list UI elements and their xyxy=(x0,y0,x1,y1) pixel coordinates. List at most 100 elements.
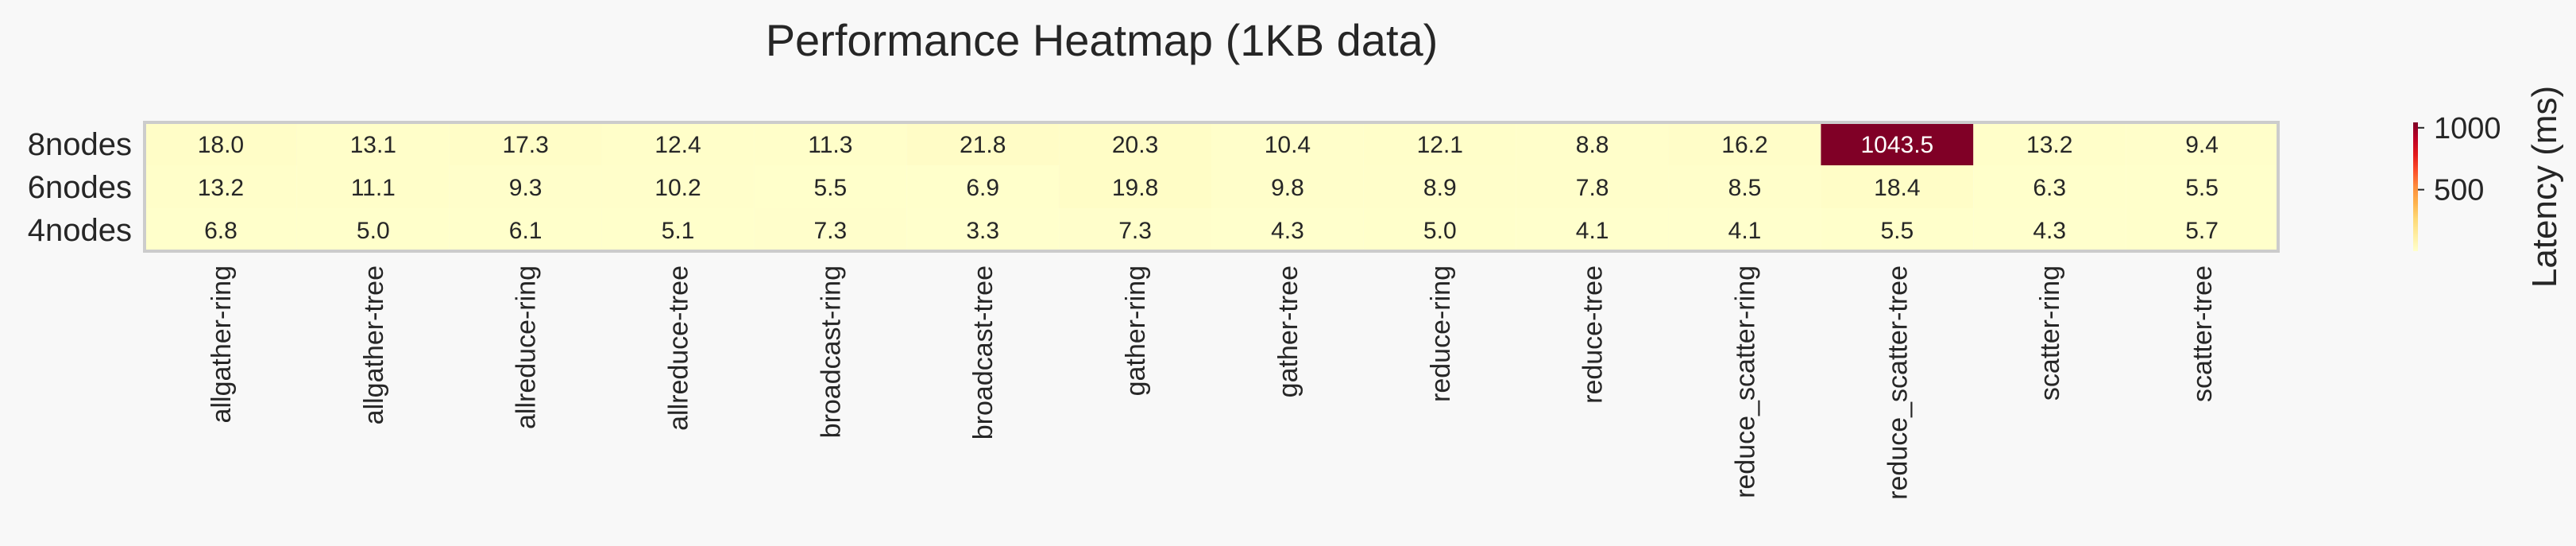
row-label: 6nodes xyxy=(28,170,132,205)
column-label: gather-ring xyxy=(1121,265,1151,396)
cell-value-label: 13.2 xyxy=(2026,132,2072,158)
heatmap-cell xyxy=(906,122,1060,165)
cell-value-label: 7.8 xyxy=(1576,175,1609,201)
heatmap-cell xyxy=(1973,122,2126,165)
colorbar-tick-label: 500 xyxy=(2434,174,2484,207)
heatmap-cell xyxy=(2126,208,2278,251)
chart-title: Performance Heatmap (1KB data) xyxy=(766,15,1439,65)
heatmap-cell xyxy=(296,208,450,251)
heatmap-cell xyxy=(1973,165,2126,208)
cell-value-label: 13.2 xyxy=(198,175,244,201)
colorbar xyxy=(2413,122,2418,251)
heatmap-cell xyxy=(1059,165,1211,208)
heatmap-cell xyxy=(601,208,755,251)
cell-value-label: 11.1 xyxy=(351,175,396,201)
cell-value-label: 9.3 xyxy=(509,175,543,201)
heatmap-cell xyxy=(449,165,602,208)
heatmap-cell xyxy=(1059,208,1211,251)
heatmap-cell xyxy=(145,122,297,165)
cell-value-label: 3.3 xyxy=(966,218,999,244)
cell-value-label: 5.7 xyxy=(2185,218,2219,244)
heatmap-cell xyxy=(754,165,907,208)
cell-value-label: 20.3 xyxy=(1112,132,1158,158)
column-label: gather-tree xyxy=(1273,265,1303,397)
cell-value-label: 11.3 xyxy=(808,132,852,158)
heatmap-cell xyxy=(1516,208,1669,251)
heatmap-cell xyxy=(601,165,755,208)
cell-value-label: 13.1 xyxy=(350,132,396,158)
heatmap-cell xyxy=(1973,208,2126,251)
cell-value-label: 5.0 xyxy=(1423,218,1457,244)
heatmap-cell xyxy=(296,122,450,165)
cell-value-label: 10.4 xyxy=(1265,132,1311,158)
cell-value-label: 1043.5 xyxy=(1860,132,1933,158)
colorbar-label: Latency (ms) xyxy=(2525,86,2564,288)
cell-value-label: 12.1 xyxy=(1417,132,1463,158)
cell-value-label: 8.8 xyxy=(1576,132,1609,158)
heatmap-cell xyxy=(449,208,602,251)
column-label: allgather-ring xyxy=(207,265,237,423)
column-label: broadcast-tree xyxy=(968,265,998,440)
cell-value-label: 6.8 xyxy=(204,218,238,244)
heatmap-cell xyxy=(1668,122,1821,165)
cell-value-label: 8.5 xyxy=(1728,175,1762,201)
heatmap-cell xyxy=(1363,165,1516,208)
cell-value-label: 4.1 xyxy=(1728,218,1762,244)
cell-value-label: 18.0 xyxy=(198,132,244,158)
column-label: scatter-tree xyxy=(2188,265,2218,402)
cell-value-label: 9.4 xyxy=(2185,132,2219,158)
cell-value-label: 18.4 xyxy=(1874,175,1920,201)
column-label: allreduce-tree xyxy=(664,265,694,431)
cell-value-label: 6.3 xyxy=(2033,175,2066,201)
heatmap-cell xyxy=(145,208,297,251)
heatmap-cell xyxy=(1821,122,1974,165)
cell-value-label: 5.0 xyxy=(357,218,390,244)
cell-value-label: 12.4 xyxy=(655,132,701,158)
heatmap-cell xyxy=(754,208,907,251)
cell-value-label: 16.2 xyxy=(1721,132,1767,158)
column-label: reduce-tree xyxy=(1578,265,1609,404)
heatmap-cell xyxy=(1059,122,1211,165)
column-label: reduce-ring xyxy=(1426,265,1456,402)
column-label: broadcast-ring xyxy=(816,265,846,438)
row-label: 4nodes xyxy=(28,213,132,248)
cell-value-label: 19.8 xyxy=(1112,175,1158,201)
cell-value-label: 9.8 xyxy=(1271,175,1304,201)
cell-value-label: 6.9 xyxy=(966,175,999,201)
cell-value-label: 5.5 xyxy=(1880,218,1914,244)
heatmap-cell xyxy=(1363,122,1516,165)
heatmap-cell xyxy=(1821,165,1974,208)
cell-value-label: 4.3 xyxy=(1271,218,1304,244)
heatmap-cell xyxy=(1668,165,1821,208)
heatmap-cell xyxy=(1363,208,1516,251)
column-label: reduce_scatter-tree xyxy=(1883,265,1913,500)
cell-value-label: 4.3 xyxy=(2033,218,2066,244)
column-labels: allgather-ring allgather-tree allreduce-ri… xyxy=(207,265,2218,500)
heatmap-cell xyxy=(1821,208,1974,251)
heatmap-cell xyxy=(906,208,1060,251)
cell-value-label: 8.9 xyxy=(1423,175,1457,201)
cell-value-label: 7.3 xyxy=(1118,218,1152,244)
heatmap-frame xyxy=(143,121,2280,253)
heatmap-cells: 18.0 13.1 17.3 12.4 11.3 21.8 20.3 10.4 12.1 8.8 1… xyxy=(145,122,2278,251)
heatmap-cell xyxy=(1516,165,1669,208)
cell-value-label: 5.1 xyxy=(662,218,695,244)
heatmap-cell xyxy=(449,122,602,165)
column-label: reduce_scatter-ring xyxy=(1731,265,1761,498)
colorbar-ticks: 500 1000 xyxy=(2418,112,2501,207)
heatmap-cell xyxy=(2126,165,2278,208)
heatmap-cell xyxy=(296,165,450,208)
cell-value-label: 5.5 xyxy=(2185,175,2219,201)
cell-value-label: 6.1 xyxy=(509,218,543,244)
heatmap-cell xyxy=(1211,122,1364,165)
heatmap-cell xyxy=(1668,208,1821,251)
cell-value-label: 5.5 xyxy=(813,175,847,201)
column-label: allgather-tree xyxy=(359,265,389,424)
row-labels: 8nodes 6nodes 4nodes xyxy=(28,127,132,248)
heatmap-cell xyxy=(145,165,297,208)
heatmap-cell xyxy=(754,122,907,165)
cell-value-label: 10.2 xyxy=(655,175,701,201)
cell-value-label: 17.3 xyxy=(502,132,548,158)
column-label: allreduce-ring xyxy=(512,265,542,429)
